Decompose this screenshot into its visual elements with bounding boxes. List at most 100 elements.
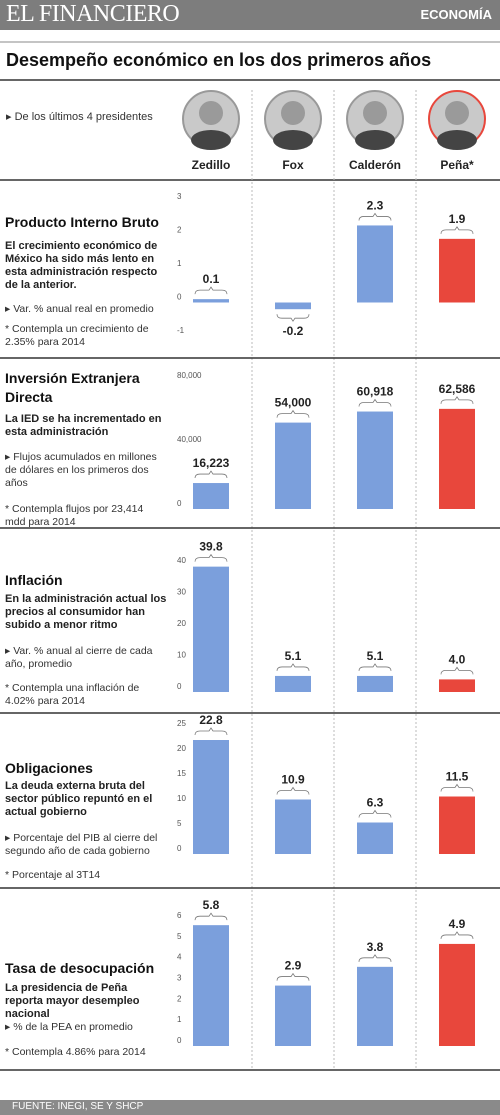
photo-body [437,130,477,150]
label-brace [276,972,310,981]
unit-text: Flujos acumulados en millones de dólares… [5,451,157,489]
unit-text: Var. % anual real en promedio [13,303,154,315]
y-tick-label: 0 [177,1036,182,1045]
chart-title: Inversión Extranjera Directa [5,370,140,405]
brand: EL FINANCIERO [6,1,180,27]
subtitle-text: De los últimos 4 presidentes [14,111,153,123]
photo-face [199,101,223,125]
bar [357,966,393,1046]
value-label: 4.0 [449,652,466,666]
y-tick-label: 40,000 [177,435,202,444]
y-tick-label: 10 [177,794,186,803]
y-tick-label: 0 [177,499,182,508]
label-brace [276,409,310,418]
value-label: 62,586 [439,382,476,396]
photo-body [273,130,313,150]
chart-unit: Flujos acumulados en millones de dólares… [5,451,165,490]
photo-face [445,101,469,125]
y-tick-label: 3 [177,192,182,201]
y-tick-label: 1 [177,1015,182,1024]
chart-description: La presidencia de Peña reporta mayor des… [5,982,140,1020]
value-label: 22.8 [199,713,223,727]
photo-body [355,130,395,150]
label-brace [194,912,228,921]
label-brace [440,666,474,675]
value-label: 2.3 [367,198,384,212]
value-label: 1.9 [449,212,466,226]
value-label: 2.9 [285,959,302,973]
y-tick-label: 2 [177,226,182,235]
chart-unit: Porcentaje del PIB al cierre del segundo… [5,832,165,858]
value-label: 4.9 [449,917,466,931]
title: Desempeño económico en los dos primeros … [6,50,432,70]
label-brace [276,663,310,671]
bar [275,675,311,692]
y-tick-label: 3 [177,974,182,983]
president-name: Calderón [349,158,401,172]
bar [357,411,393,509]
unit-text: % de la PEA en promedio [13,1021,133,1033]
y-tick-label: 5 [177,932,182,941]
label-brace [194,727,228,736]
bar [193,740,229,854]
chart-title: Obligaciones [5,760,93,776]
chart-title: Producto Interno Bruto [5,214,159,230]
bar [357,675,393,692]
photo-body [191,130,231,150]
label-brace [194,553,228,562]
photo-face [281,101,305,125]
label-brace [358,663,392,671]
chart-unit: Var. % anual real en promedio [5,303,165,316]
label-brace [194,286,228,295]
bar [193,483,229,509]
label-brace [358,212,392,221]
value-label: 5.1 [367,649,384,663]
header-bar [0,0,500,30]
label-brace [440,226,474,234]
value-label: 39.8 [199,540,223,554]
footer-bar [0,1100,500,1115]
value-label: 54,000 [275,396,312,410]
label-brace [440,783,474,792]
bar [275,985,311,1046]
source: FUENTE: INEGI, SE Y SHCP [12,1101,144,1112]
y-tick-label: 25 [177,719,186,728]
y-tick-label: 0 [177,682,182,691]
bar [439,796,475,854]
label-brace [194,470,228,479]
y-tick-label: 0 [177,844,182,853]
chart-note: * Porcentaje al 3T14 [5,869,101,881]
president-name: Zedillo [192,158,231,172]
chart-title: Tasa de desocupación [5,960,155,976]
y-tick-label: 15 [177,769,186,778]
president-name: Peña* [440,158,474,172]
bar [439,238,475,303]
bar [357,225,393,303]
chart-description: La deuda externa bruta del sector públic… [5,780,153,818]
y-tick-label: 1 [177,259,182,268]
bar [357,822,393,854]
value-label: 5.1 [285,649,302,663]
label-brace [276,314,310,322]
label-brace [440,396,474,404]
bar [275,799,311,854]
president-name: Fox [282,158,304,172]
value-label: 60,918 [357,385,394,399]
bar [193,299,229,303]
y-tick-label: 10 [177,651,186,660]
y-tick-label: 6 [177,911,182,920]
y-tick-label: 80,000 [177,371,202,380]
value-label: -0.2 [283,324,304,338]
bar [439,679,475,692]
label-brace [358,954,392,962]
chart-unit: % de la PEA en promedio [5,1021,165,1034]
value-label: 6.3 [367,796,384,810]
y-tick-label: 30 [177,588,186,597]
value-label: 16,223 [193,456,230,470]
chart-unit: Var. % anual al cierre de cada año, prom… [5,645,165,671]
y-tick-label: 40 [177,556,186,565]
chart-note: * Contempla 4.86% para 2014 [5,1046,146,1058]
unit-text: Porcentaje del PIB al cierre del segundo… [5,832,158,857]
bar [439,943,475,1046]
